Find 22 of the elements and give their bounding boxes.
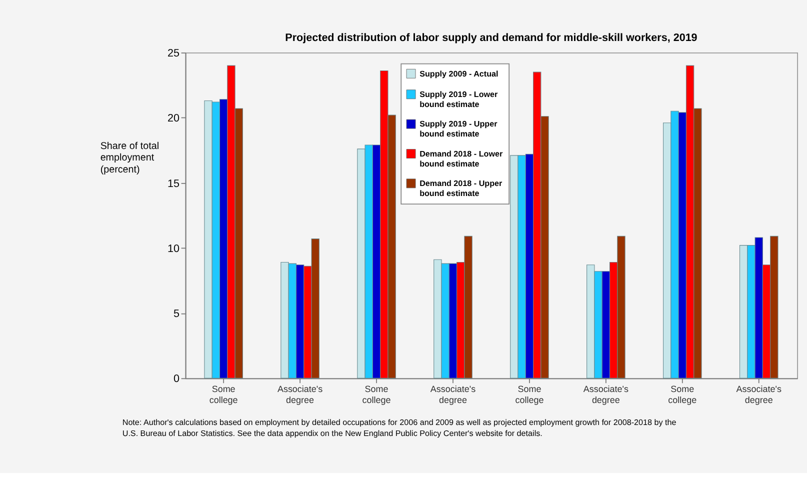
x-tick-label: Some college	[362, 384, 391, 405]
y-tick-label: 15	[167, 178, 180, 190]
chart-title: Projected distribution of labor supply and demand for middle-skill workers, 2019	[285, 32, 698, 44]
y-tick-label: 10	[167, 242, 180, 255]
y-tick-label: 5	[173, 308, 180, 320]
y-axis-title: Share of total employment (percent)	[100, 140, 160, 176]
legend-label: Supply 2019 - Upper bound estimate	[420, 120, 498, 139]
text: Note: Author's calculations based on employment by detailed occupations for 2006 and 2009 as well as projected employment growth for 2008-2018 by the U.S. Bureau of Labor Statistics. See the data appendix on the New England Public Policy Center's website for details.	[122, 418, 677, 438]
x-tick-label: Associate's degree	[583, 384, 630, 405]
y-tick-label: 25	[167, 48, 180, 60]
legend-label: Demand 2018 - Lower bound estimate	[420, 149, 504, 168]
x-tick-label: Associate's degree	[430, 384, 476, 405]
legend-label: Demand 2018 - Upper bound estimate	[420, 179, 504, 198]
x-tick-label: Associate's degree	[736, 384, 782, 405]
y-tick-label: 0	[173, 373, 180, 386]
x-tick-label: Some college	[209, 384, 238, 405]
x-tick-label: Some college	[515, 384, 544, 405]
x-tick-label: Associate's degree	[277, 384, 324, 405]
y-tick-label: 20	[167, 112, 180, 125]
x-tick-label: Some college	[668, 384, 697, 405]
legend-label: Supply 2009 - Actual	[420, 69, 498, 78]
legend-label: Supply 2019 - Lower bound estimate	[420, 90, 499, 109]
